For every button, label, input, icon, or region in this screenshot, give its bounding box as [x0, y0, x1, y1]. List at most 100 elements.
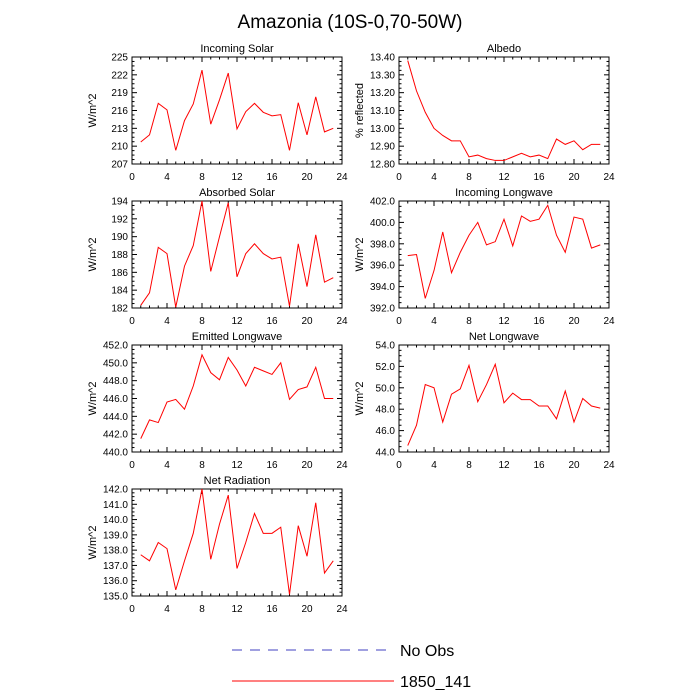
panel-incoming-longwave: Incoming Longwave 0 4 8 12 16 20 24 392.0 394.0 39…: [354, 187, 615, 327]
y-tick-label: 452.0: [103, 341, 128, 352]
x-tick-label: 20: [568, 172, 580, 183]
series-line-1850-141-net-radiation: [140, 488, 334, 595]
x-tick-label: 20: [301, 316, 313, 327]
y-tick-label: 12.90: [370, 142, 395, 153]
panel-title-net-radiation: Net Radiation: [204, 475, 271, 487]
y-tick-label: 186: [111, 268, 128, 279]
x-tick-label: 8: [199, 172, 205, 183]
x-tick-label: 0: [129, 460, 135, 471]
y-axis-label-net-radiation: W/m^2: [87, 526, 99, 560]
y-tick-label: 192: [111, 214, 128, 225]
y-tick-label: 44.0: [376, 448, 396, 459]
series-line-1850-141-absorbed-solar: [140, 200, 334, 308]
x-tick-label: 20: [301, 604, 313, 615]
series-line-1850-141-albedo: [407, 60, 601, 161]
y-tick-label: 48.0: [376, 405, 396, 416]
x-tick-label: 24: [603, 460, 615, 471]
y-axis-label-incoming-solar: W/m^2: [87, 94, 99, 128]
x-tick-label: 24: [336, 604, 348, 615]
x-tick-label: 4: [431, 316, 437, 327]
y-tick-label: 210: [111, 142, 128, 153]
panels-container: Incoming Solar 0 4 8 12 16 20 24 207 210 213 216 219…: [87, 43, 615, 615]
y-tick-label: 190: [111, 232, 128, 243]
x-tick-label: 12: [231, 316, 243, 327]
y-tick-label: 444.0: [103, 412, 128, 423]
y-tick-label: 137.0: [103, 561, 128, 572]
panel-title-incoming-solar: Incoming Solar: [200, 43, 274, 55]
panel-emitted-longwave: Emitted Longwave 0 4 8 12 16 20 24 440.0 442.0 444…: [87, 331, 348, 471]
x-tick-label: 12: [231, 460, 243, 471]
panel-title-albedo: Albedo: [487, 43, 521, 55]
series-line-1850-141-emitted-longwave: [140, 353, 334, 439]
x-tick-label: 12: [498, 460, 510, 471]
series-line-1850-141-incoming-solar: [140, 69, 334, 151]
y-tick-label: 440.0: [103, 448, 128, 459]
legend-label-no-obs: No Obs: [400, 643, 454, 660]
panel-title-incoming-longwave: Incoming Longwave: [455, 187, 553, 199]
y-tick-label: 222: [111, 70, 128, 81]
x-tick-label: 4: [431, 172, 437, 183]
y-tick-label: 213: [111, 124, 128, 135]
y-tick-label: 225: [111, 53, 128, 64]
x-tick-label: 0: [129, 604, 135, 615]
x-tick-label: 0: [129, 316, 135, 327]
y-tick-label: 184: [111, 286, 128, 297]
x-tick-label: 0: [129, 172, 135, 183]
y-tick-label: 207: [111, 160, 128, 171]
x-tick-label: 24: [336, 316, 348, 327]
y-tick-label: 446.0: [103, 394, 128, 405]
y-tick-label: 219: [111, 88, 128, 99]
panel-albedo: Albedo 0 4 8 12 16 20 24 12.80 12.90 13.00 13.10 13.…: [354, 43, 615, 183]
y-tick-label: 394.0: [370, 282, 395, 293]
x-tick-label: 12: [498, 172, 510, 183]
series-line-1850-141-net-longwave: [407, 362, 601, 446]
x-tick-label: 0: [396, 316, 402, 327]
panel-title-emitted-longwave: Emitted Longwave: [192, 331, 283, 343]
y-tick-label: 50.0: [376, 383, 396, 394]
y-tick-label: 194: [111, 197, 128, 208]
y-tick-label: 402.0: [370, 197, 395, 208]
x-tick-label: 8: [199, 604, 205, 615]
x-tick-label: 24: [336, 460, 348, 471]
panel-title-absorbed-solar: Absorbed Solar: [199, 187, 275, 199]
x-tick-label: 0: [396, 460, 402, 471]
y-tick-label: 12.80: [370, 160, 395, 171]
y-tick-label: 400.0: [370, 218, 395, 229]
y-tick-label: 182: [111, 304, 128, 315]
x-tick-label: 16: [266, 172, 278, 183]
y-tick-label: 136.0: [103, 576, 128, 587]
y-axis-label-emitted-longwave: W/m^2: [87, 382, 99, 416]
y-tick-label: 448.0: [103, 376, 128, 387]
x-tick-label: 4: [431, 460, 437, 471]
y-tick-label: 141.0: [103, 500, 128, 511]
legend-label-1850-141: 1850_141: [400, 674, 471, 691]
x-tick-label: 24: [336, 172, 348, 183]
x-tick-label: 12: [231, 172, 243, 183]
panel-absorbed-solar: Absorbed Solar 0 4 8 12 16 20 24 182 184 186 188 190…: [87, 187, 348, 327]
x-tick-label: 20: [568, 460, 580, 471]
figure-title: Amazonia (10S-0,70-50W): [238, 12, 463, 33]
y-tick-label: 13.20: [370, 88, 395, 99]
y-axis-label-net-longwave: W/m^2: [354, 382, 366, 416]
x-tick-label: 16: [266, 460, 278, 471]
x-tick-label: 24: [603, 316, 615, 327]
y-tick-label: 52.0: [376, 362, 396, 373]
legend: No Obs 1850_141: [232, 643, 471, 691]
y-tick-label: 13.30: [370, 70, 395, 81]
y-axis-label-incoming-longwave: W/m^2: [354, 238, 366, 272]
x-tick-label: 4: [164, 316, 170, 327]
x-tick-label: 12: [231, 604, 243, 615]
x-tick-label: 16: [533, 460, 545, 471]
x-tick-label: 8: [466, 172, 472, 183]
y-tick-label: 396.0: [370, 261, 395, 272]
x-tick-label: 8: [199, 316, 205, 327]
panel-title-net-longwave: Net Longwave: [469, 331, 539, 343]
x-tick-label: 0: [396, 172, 402, 183]
y-tick-label: 13.00: [370, 124, 395, 135]
x-tick-label: 16: [533, 172, 545, 183]
y-tick-label: 398.0: [370, 239, 395, 250]
y-axis-label-albedo: % reflected: [354, 83, 366, 138]
y-tick-label: 442.0: [103, 430, 128, 441]
y-tick-label: 13.40: [370, 53, 395, 64]
